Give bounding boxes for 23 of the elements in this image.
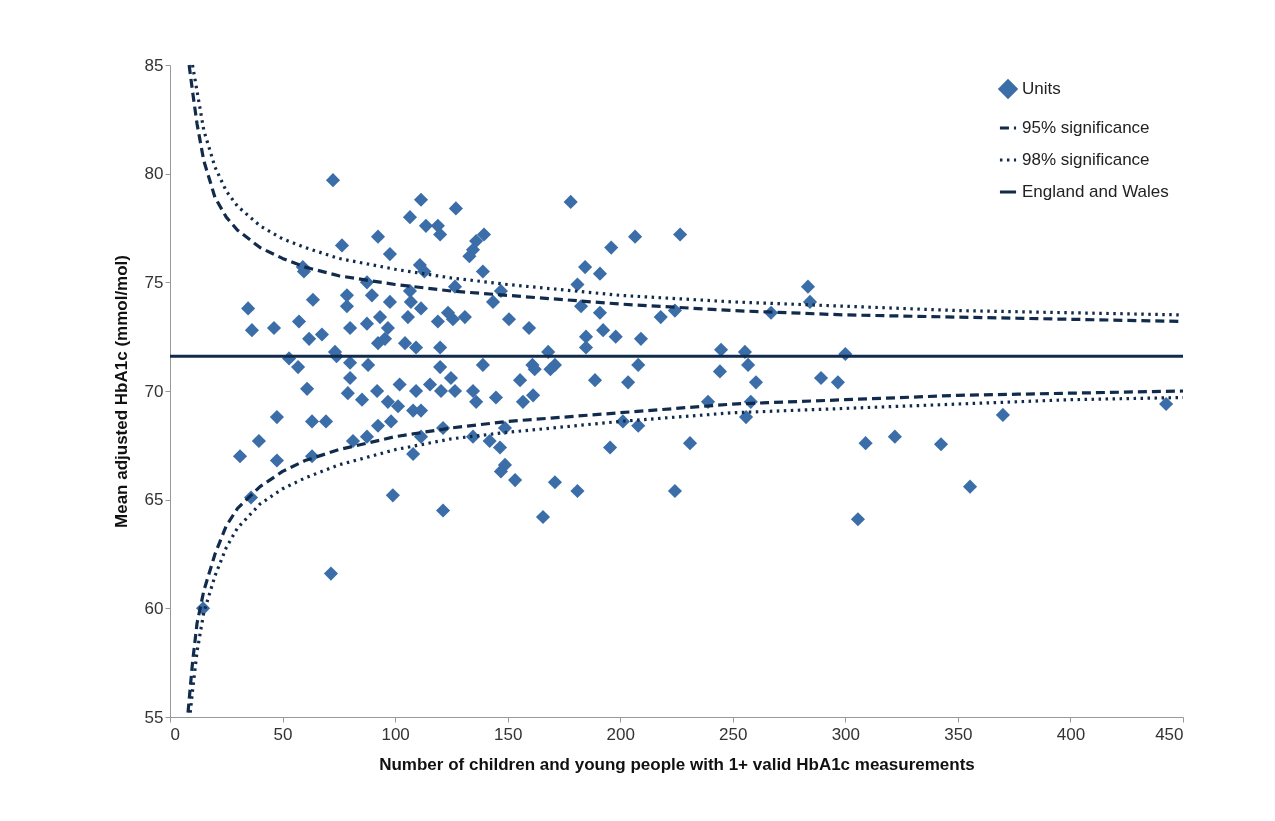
y-axis-title: Mean adjusted HbA1c (mmol/mol) bbox=[111, 255, 131, 528]
x-tick-label: 200 bbox=[606, 724, 635, 744]
x-tick-label: 300 bbox=[831, 724, 861, 744]
y-tick-label: 75 bbox=[144, 272, 164, 292]
y-tick-label: 70 bbox=[144, 381, 164, 401]
x-tick-label: 150 bbox=[493, 724, 523, 744]
x-tick-label: 400 bbox=[1056, 724, 1086, 744]
y-tick-label: 60 bbox=[144, 598, 164, 618]
legend-label: England and Wales bbox=[1022, 182, 1169, 201]
x-tick-label: 250 bbox=[719, 724, 748, 744]
x-tick-label: 450 bbox=[1155, 724, 1184, 744]
legend-label: 98% significance bbox=[1022, 150, 1150, 169]
x-axis-title: Number of children and young people with 1+ valid HbA1c measurements bbox=[379, 754, 975, 774]
x-tick-label: 50 bbox=[273, 724, 293, 744]
y-tick-label: 55 bbox=[144, 707, 164, 727]
x-tick-label: 100 bbox=[381, 724, 410, 744]
legend-label: Units bbox=[1022, 79, 1061, 98]
legend-label: 95% significance bbox=[1022, 118, 1150, 137]
y-tick-label: 85 bbox=[144, 55, 164, 75]
y-tick-label: 65 bbox=[144, 490, 164, 510]
x-tick-label: 350 bbox=[944, 724, 973, 744]
x-tick-label: 0 bbox=[170, 724, 180, 744]
y-tick-label: 80 bbox=[144, 164, 164, 184]
